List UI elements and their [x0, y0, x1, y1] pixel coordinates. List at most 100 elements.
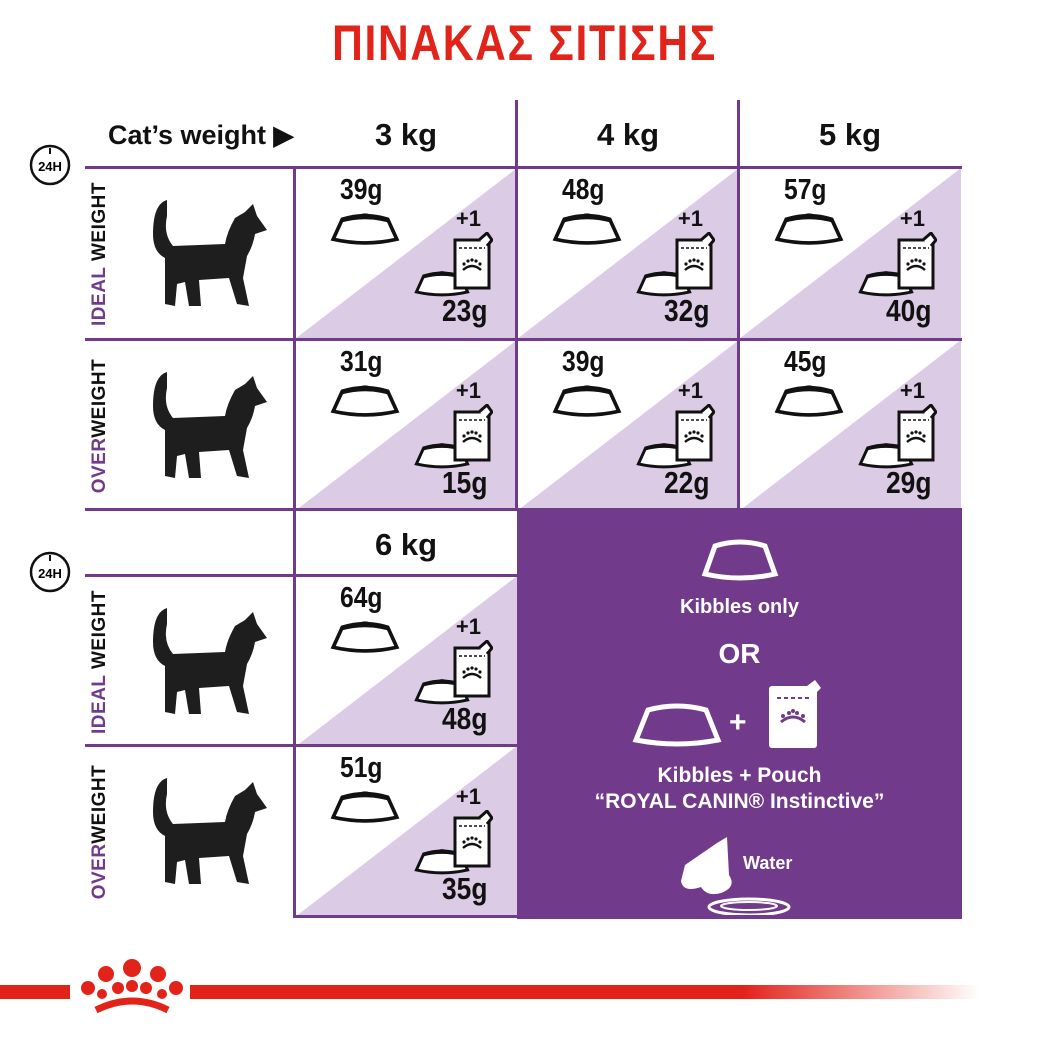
feeding-cell-over: 31g +1 15g [295, 340, 517, 511]
pouch-zone-triangle [295, 576, 517, 747]
pouch-zone-triangle [739, 340, 961, 511]
grid-line [293, 915, 517, 918]
pouch-count: +1 [455, 614, 481, 639]
pouch-count: +1 [455, 378, 481, 403]
pouch-icon [675, 230, 716, 295]
grid-line [85, 574, 517, 577]
feeding-cell-ideal: 64g +1 48g [295, 576, 517, 747]
grid-line [85, 744, 517, 747]
legend-panel: Kibbles only OR + Kibbles + Pouch “ROYAL… [517, 510, 962, 919]
kibbles-only-grams: 57g [784, 174, 827, 206]
pouch-zone-triangle [295, 340, 517, 511]
weight-header: 5 kg [818, 117, 882, 152]
bowl-icon [329, 384, 401, 424]
label-accent: OVER [89, 437, 110, 494]
bowl-icon [329, 620, 401, 660]
footer-rule-right [190, 985, 980, 999]
label-accent: IDEAL [89, 674, 110, 734]
pouch-icon [453, 808, 494, 873]
pouch-count: +1 [677, 378, 703, 403]
pouch-count: +1 [899, 206, 925, 231]
kibbles-with-pouch-grams: 48g [441, 701, 487, 736]
ideal-weight-label: IDEAL WEIGHT [89, 169, 119, 339]
over-weight-label: OVERWEIGHT [89, 341, 119, 511]
footer-rule-left [0, 985, 70, 999]
svg-text:24H: 24H [38, 566, 62, 581]
label-rest: WEIGHT [89, 182, 110, 267]
bowl-icon [551, 212, 623, 252]
label-rest: WEIGHT [89, 590, 110, 675]
cats-weight-label: Cat’s weight ▶ [108, 120, 294, 151]
feeding-cell-over: 45g +1 29g [739, 340, 961, 511]
weight-header: 6 kg [374, 527, 438, 562]
kibbles-only-grams: 51g [340, 752, 383, 784]
kibbles-with-pouch-grams: 35g [441, 871, 487, 906]
kibbles-with-pouch-grams: 22g [663, 465, 709, 500]
kibbles-only-label: Kibbles only [680, 596, 799, 618]
kibbles-only-grams: 39g [340, 174, 383, 206]
weight-header: 3 kg [374, 117, 438, 152]
grid-line [515, 100, 518, 510]
label-accent: IDEAL [89, 266, 110, 326]
bowl-icon [551, 384, 623, 424]
arrow-right-icon: ▶ [273, 120, 294, 150]
feeding-cell-over: 51g +1 35g [295, 746, 517, 917]
cat-silhouette-over [85, 340, 293, 511]
pouch-icon [453, 638, 494, 703]
pouch-icon [897, 402, 938, 467]
bowl-icon [773, 384, 845, 424]
bowl-icon [329, 212, 401, 252]
bowl-icon [329, 790, 401, 830]
label-rest: WEIGHT [89, 764, 110, 844]
cat-icon [145, 602, 275, 737]
pouch-count: +1 [455, 784, 481, 809]
kibbles-only-grams: 39g [562, 346, 605, 378]
pouch-zone-triangle [517, 340, 739, 511]
kibbles-with-pouch-grams: 40g [885, 293, 931, 328]
kibbles-only-grams: 31g [340, 346, 383, 378]
pouch-count: +1 [455, 206, 481, 231]
kibbles-pouch-label: Kibbles + Pouch [657, 764, 822, 787]
or-label: OR [718, 638, 761, 669]
over-weight-label: OVERWEIGHT [89, 747, 119, 917]
kibbles-with-pouch-grams: 29g [885, 465, 931, 500]
kibbles-only-grams: 45g [784, 346, 827, 378]
royal-canin-crown-logo [81, 959, 183, 1014]
cat-icon [145, 194, 275, 329]
pouch-icon [769, 680, 821, 748]
grid-line [737, 100, 740, 510]
pouch-icon [675, 402, 716, 467]
grid-line [85, 508, 962, 511]
kibbles-with-pouch-grams: 15g [441, 465, 487, 500]
pouch-count: +1 [677, 206, 703, 231]
cat-silhouette-ideal [85, 168, 293, 339]
ideal-weight-label: IDEAL WEIGHT [89, 577, 119, 747]
water-label: Water [743, 853, 793, 873]
cat-icon [145, 772, 275, 907]
pouch-zone-triangle [739, 168, 961, 339]
clock-24h-icon: 24H [28, 143, 72, 187]
bowl-icon [773, 212, 845, 252]
pouch-zone-triangle [517, 168, 739, 339]
feeding-cell-ideal: 48g +1 32g [517, 168, 739, 339]
product-label: “ROYAL CANIN® Instinctive” [594, 790, 885, 813]
cat-silhouette-over [85, 746, 293, 917]
kibbles-with-pouch-grams: 32g [663, 293, 709, 328]
feeding-cell-ideal: 57g +1 40g [739, 168, 961, 339]
bowl-icon [701, 539, 779, 581]
pouch-zone-triangle [295, 746, 517, 917]
cat-icon [145, 366, 275, 501]
plus-label: + [729, 706, 747, 739]
grid-line [293, 166, 296, 918]
svg-text:24H: 24H [38, 159, 62, 174]
label-accent: OVER [89, 843, 110, 900]
pouch-icon [897, 230, 938, 295]
cat-silhouette-ideal [85, 576, 293, 747]
label-rest: WEIGHT [89, 358, 110, 438]
kibbles-with-pouch-grams: 23g [441, 293, 487, 328]
pouch-icon [453, 230, 494, 295]
bowl-icon [632, 703, 722, 747]
grid-line [85, 338, 962, 341]
pouch-icon [453, 402, 494, 467]
kibbles-only-grams: 64g [340, 582, 383, 614]
